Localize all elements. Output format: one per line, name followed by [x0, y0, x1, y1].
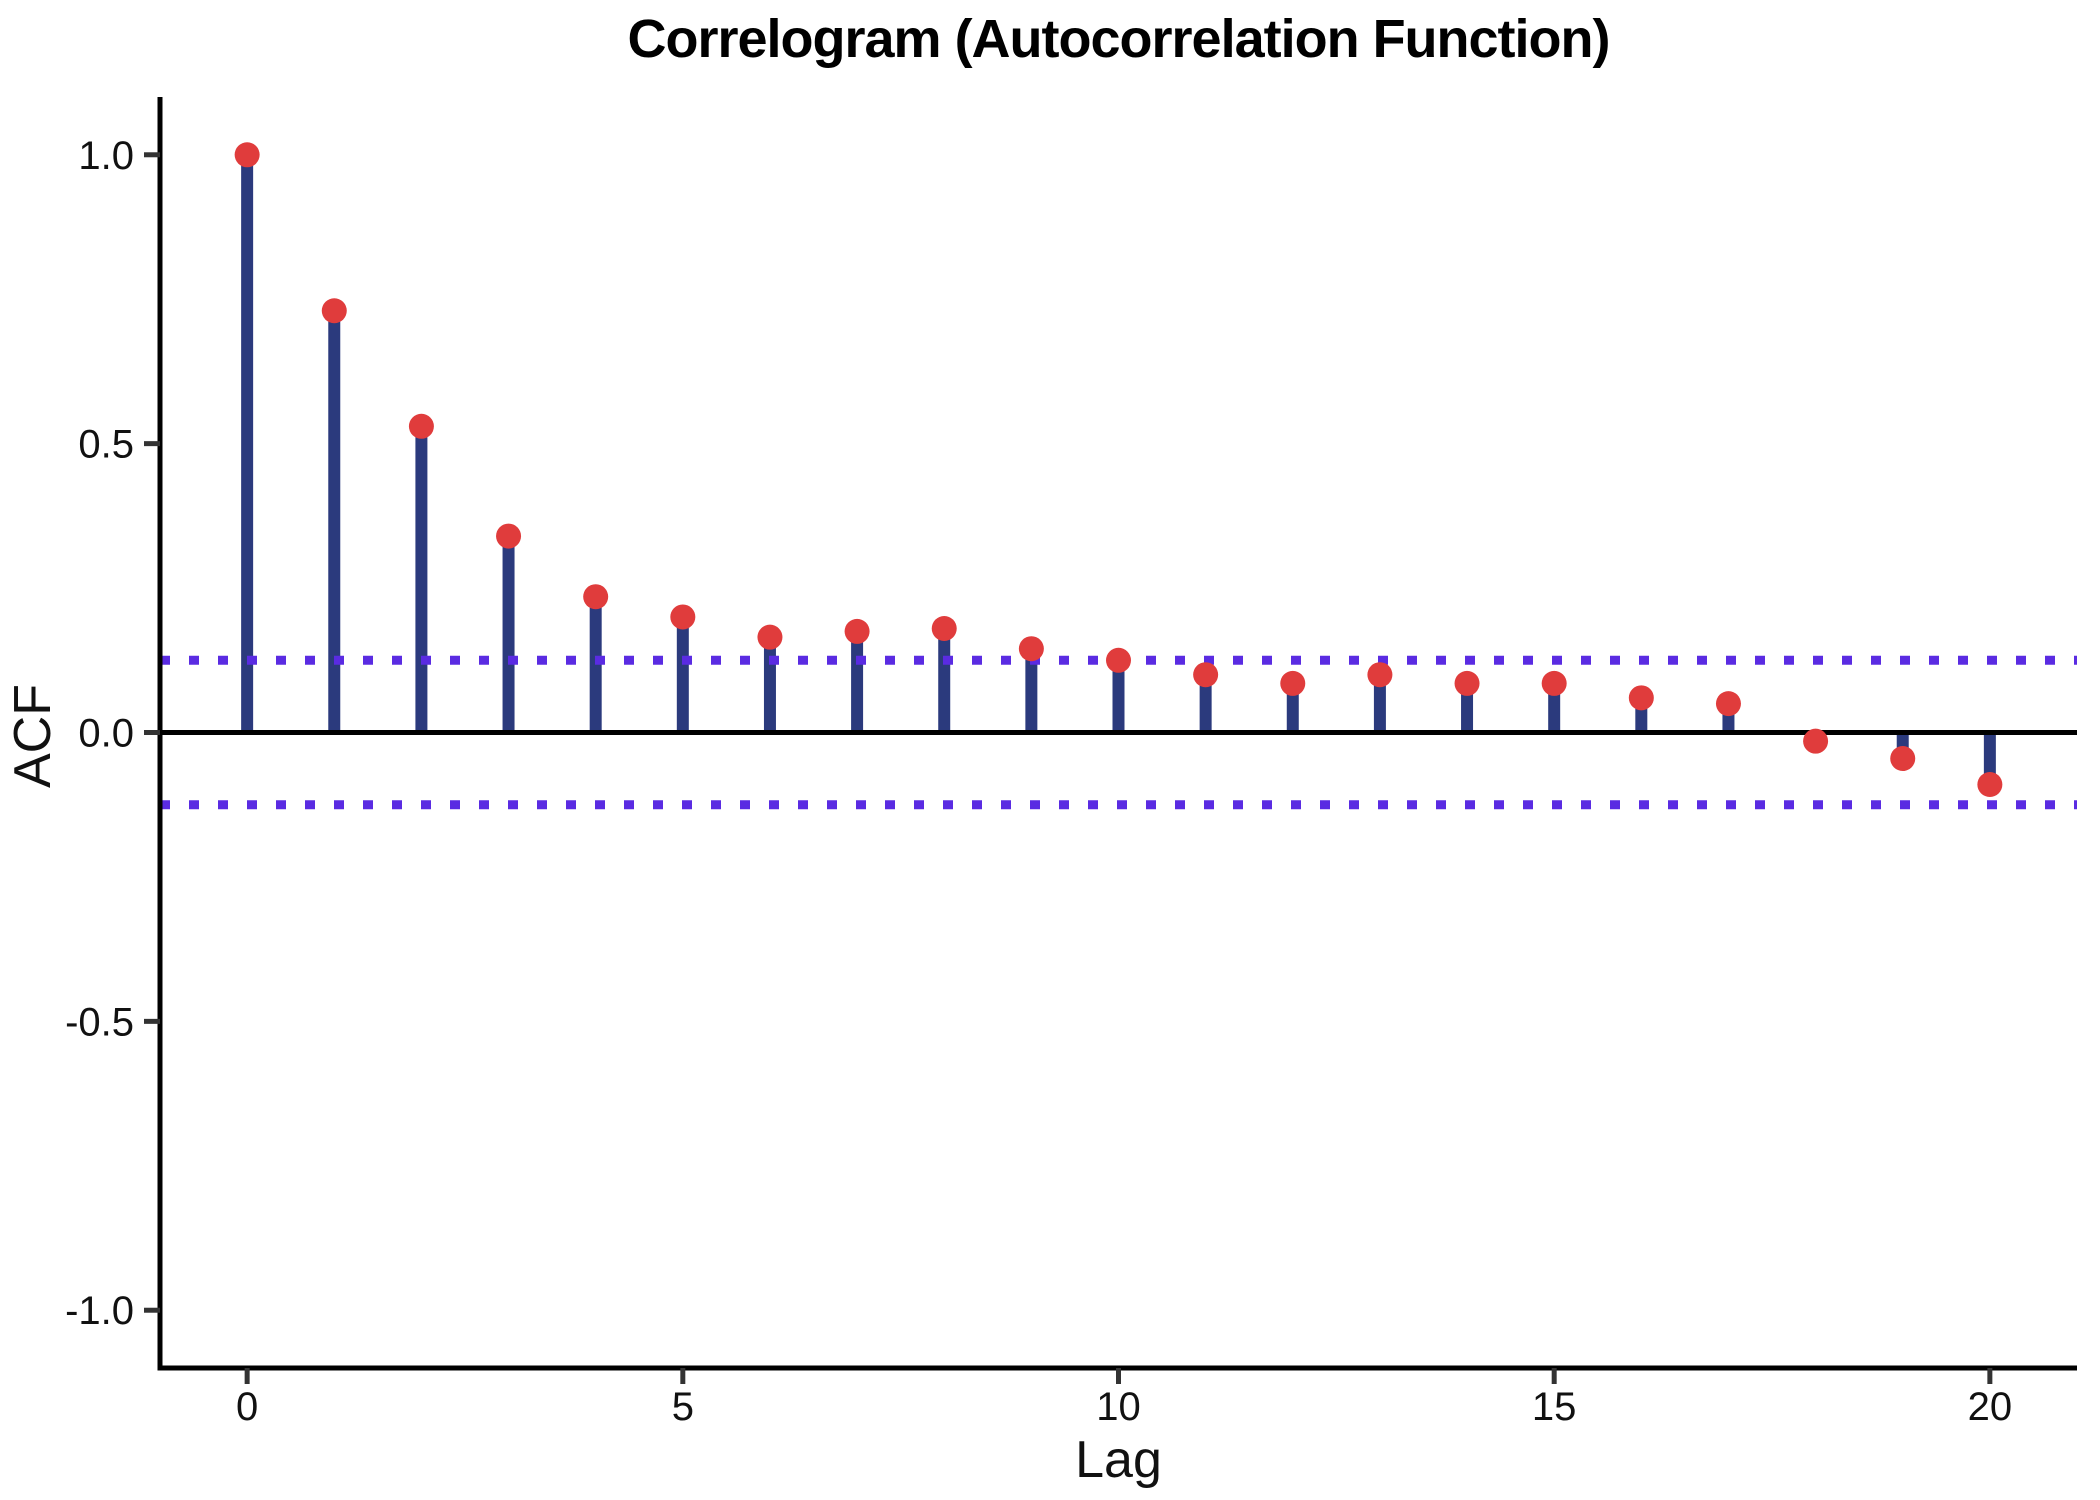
- chart-title: Correlogram (Autocorrelation Function): [627, 9, 1610, 69]
- point-lag-12: [1280, 670, 1306, 696]
- point-lag-18: [1803, 728, 1829, 754]
- point-lag-2: [408, 413, 434, 439]
- point-lag-3: [496, 523, 522, 549]
- point-lag-4: [583, 584, 609, 610]
- point-lag-5: [670, 604, 696, 630]
- y-axis-title: ACF: [4, 684, 62, 788]
- x-tick-label-20: 20: [1968, 1385, 2013, 1429]
- point-lag-8: [931, 616, 957, 642]
- x-tick-label-5: 5: [672, 1385, 694, 1429]
- point-lag-1: [321, 298, 347, 324]
- point-lag-15: [1541, 670, 1567, 696]
- point-lag-0: [234, 142, 260, 168]
- x-tick-label-10: 10: [1096, 1385, 1141, 1429]
- x-tick-label-15: 15: [1532, 1385, 1577, 1429]
- point-lag-6: [757, 624, 783, 650]
- point-lag-19: [1890, 745, 1916, 771]
- point-lag-10: [1106, 647, 1131, 673]
- point-lag-16: [1628, 685, 1654, 711]
- point-lag-17: [1715, 691, 1741, 717]
- y-tick-label-0.5: 0.5: [78, 423, 134, 467]
- point-lag-11: [1193, 662, 1219, 688]
- point-lag-20: [1977, 771, 2003, 797]
- x-tick-label-0: 0: [236, 1385, 258, 1429]
- y-tick-label--1.0: -1.0: [65, 1289, 134, 1333]
- y-tick-label--0.5: -0.5: [65, 1000, 134, 1044]
- y-tick-label-1.0: 1.0: [78, 134, 134, 178]
- x-axis-title: Lag: [1075, 1431, 1162, 1489]
- point-lag-14: [1454, 670, 1480, 696]
- y-tick-label-0.0: 0.0: [78, 712, 134, 756]
- point-lag-9: [1018, 636, 1044, 662]
- point-lag-7: [844, 618, 870, 644]
- point-lag-13: [1367, 662, 1393, 688]
